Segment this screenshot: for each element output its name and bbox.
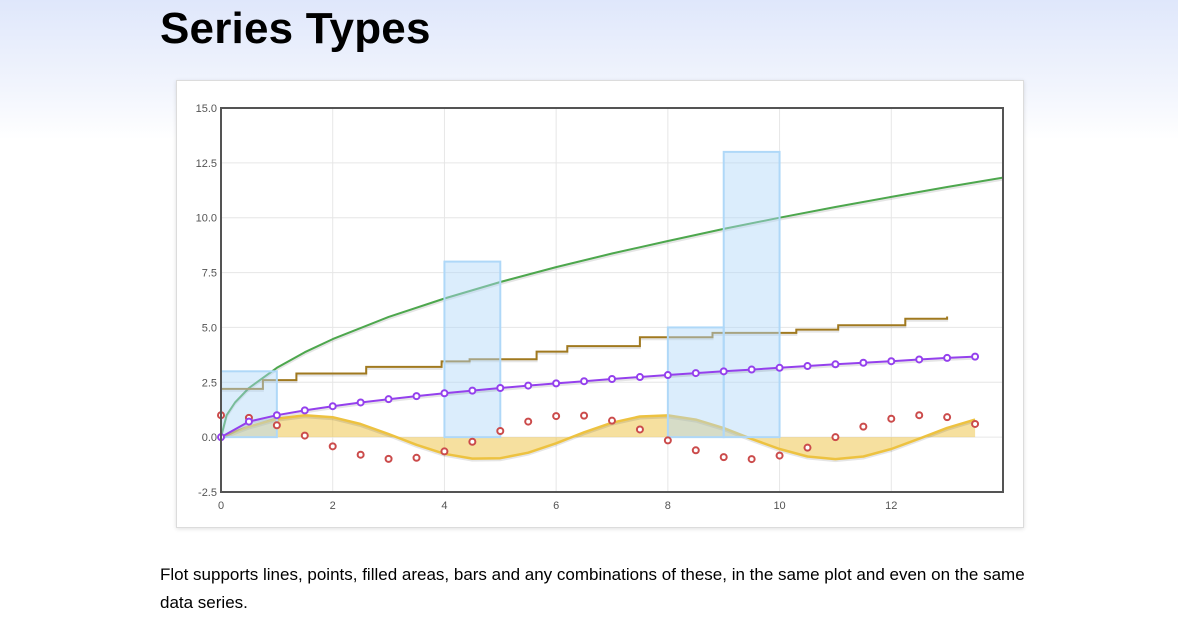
y-tick-label: -2.5 [198, 487, 217, 499]
dotted-curve-point [971, 352, 980, 361]
scatter-point [691, 446, 700, 455]
dotted-curve-point [943, 353, 952, 362]
area-series-line [221, 413, 976, 461]
bar [722, 150, 781, 439]
dotted-curve-point [440, 389, 449, 398]
scatter-point [775, 451, 784, 460]
step-series-line [221, 316, 949, 390]
scatter-point [468, 437, 477, 446]
dotted-curve-point [412, 392, 421, 401]
bar [666, 326, 725, 439]
scatter-point [356, 450, 365, 459]
scatter-point [915, 411, 924, 420]
dotted-curve-point [747, 365, 756, 374]
bar [221, 370, 278, 439]
dotted-curve-point [272, 411, 281, 420]
x-tick-label: 4 [441, 500, 447, 512]
scatter-point [831, 433, 840, 442]
dotted-curve-point [887, 357, 896, 366]
scatter-point [552, 412, 561, 421]
x-tick-label: 0 [218, 500, 224, 512]
dotted-curve-point [496, 383, 505, 392]
dotted-curve-point [635, 373, 644, 382]
scatter-point [859, 422, 868, 431]
scatter-point [747, 455, 756, 464]
scatter-point [971, 419, 980, 428]
scatter-point [272, 421, 281, 430]
y-tick-label: 2.5 [202, 377, 217, 389]
curve-series-shadow [221, 178, 1003, 440]
x-tick-label: 8 [665, 500, 671, 512]
dotted-curve-point [803, 362, 812, 371]
y-tick-label: 12.5 [196, 158, 217, 170]
scatter-point [580, 411, 589, 420]
dotted-curve-point [859, 358, 868, 367]
x-tick-label: 10 [773, 500, 785, 512]
scatter-point [663, 436, 672, 445]
scatter-point [300, 431, 309, 440]
x-tick-label: 12 [885, 500, 897, 512]
plot-frame [220, 107, 1004, 493]
dotted-curve-point [775, 363, 784, 372]
scatter-point [719, 453, 728, 462]
page-description: Flot supports lines, points, filled area… [160, 565, 1025, 612]
axis-ticks: 0 2 4 6 8 10 12 -2.5 0.0 2.5 5.0 7.5 10.0 12.5 15.0 [196, 103, 898, 512]
x-tick-label: 2 [330, 500, 336, 512]
plot-series [221, 150, 1003, 463]
scatter-point [635, 425, 644, 434]
dotted-curve-point [552, 379, 561, 388]
scatter-point [328, 442, 337, 451]
dotted-curve-point [691, 369, 700, 378]
series-types-plot: 0 2 4 6 8 10 12 -2.5 0.0 2.5 5.0 7.5 10.0 12.5 15.0 [196, 103, 1004, 512]
y-tick-label: 5.0 [202, 322, 217, 334]
plot-points [217, 352, 980, 464]
dotted-curve-point [719, 367, 728, 376]
area-series-fill [221, 415, 976, 460]
scatter-point [608, 416, 616, 425]
scatter-point [887, 414, 896, 423]
scatter-point [943, 413, 952, 422]
dotted-curve-point [580, 377, 589, 386]
bar [443, 260, 502, 439]
y-tick-label: 7.5 [202, 268, 217, 280]
scatter-point [412, 453, 421, 462]
scatter-point [803, 443, 812, 452]
scatter-point [384, 454, 393, 463]
dotted-curve-point [915, 355, 924, 364]
scatter-point [440, 447, 449, 456]
dotted-curve-point [300, 406, 309, 415]
area-series-shadow [221, 416, 976, 463]
dotted-curve-point [328, 402, 337, 411]
page-title: Series Types [160, 4, 431, 53]
y-tick-label: 10.0 [196, 213, 217, 225]
dotted-curve-point [608, 374, 616, 383]
scatter-point [496, 426, 505, 435]
y-tick-label: 0.0 [202, 432, 217, 444]
dotted-curve-point [468, 386, 477, 395]
y-tick-label: 15.0 [196, 103, 217, 115]
curve-series-line [221, 176, 1003, 438]
dotted-curve-point [663, 371, 672, 380]
dotted-curve-series-shadow [221, 357, 976, 440]
x-tick-label: 6 [553, 500, 559, 512]
scatter-point [524, 417, 533, 426]
dotted-curve-point [356, 398, 365, 407]
plot-container: 0 2 4 6 8 10 12 -2.5 0.0 2.5 5.0 7.5 10.0 12.5 15.0 [176, 80, 1024, 528]
dotted-curve-point [384, 395, 393, 404]
dotted-curve-point [524, 381, 533, 390]
dotted-curve-point [244, 417, 253, 426]
dotted-curve-series-line [221, 355, 976, 438]
dotted-curve-point [831, 360, 840, 369]
